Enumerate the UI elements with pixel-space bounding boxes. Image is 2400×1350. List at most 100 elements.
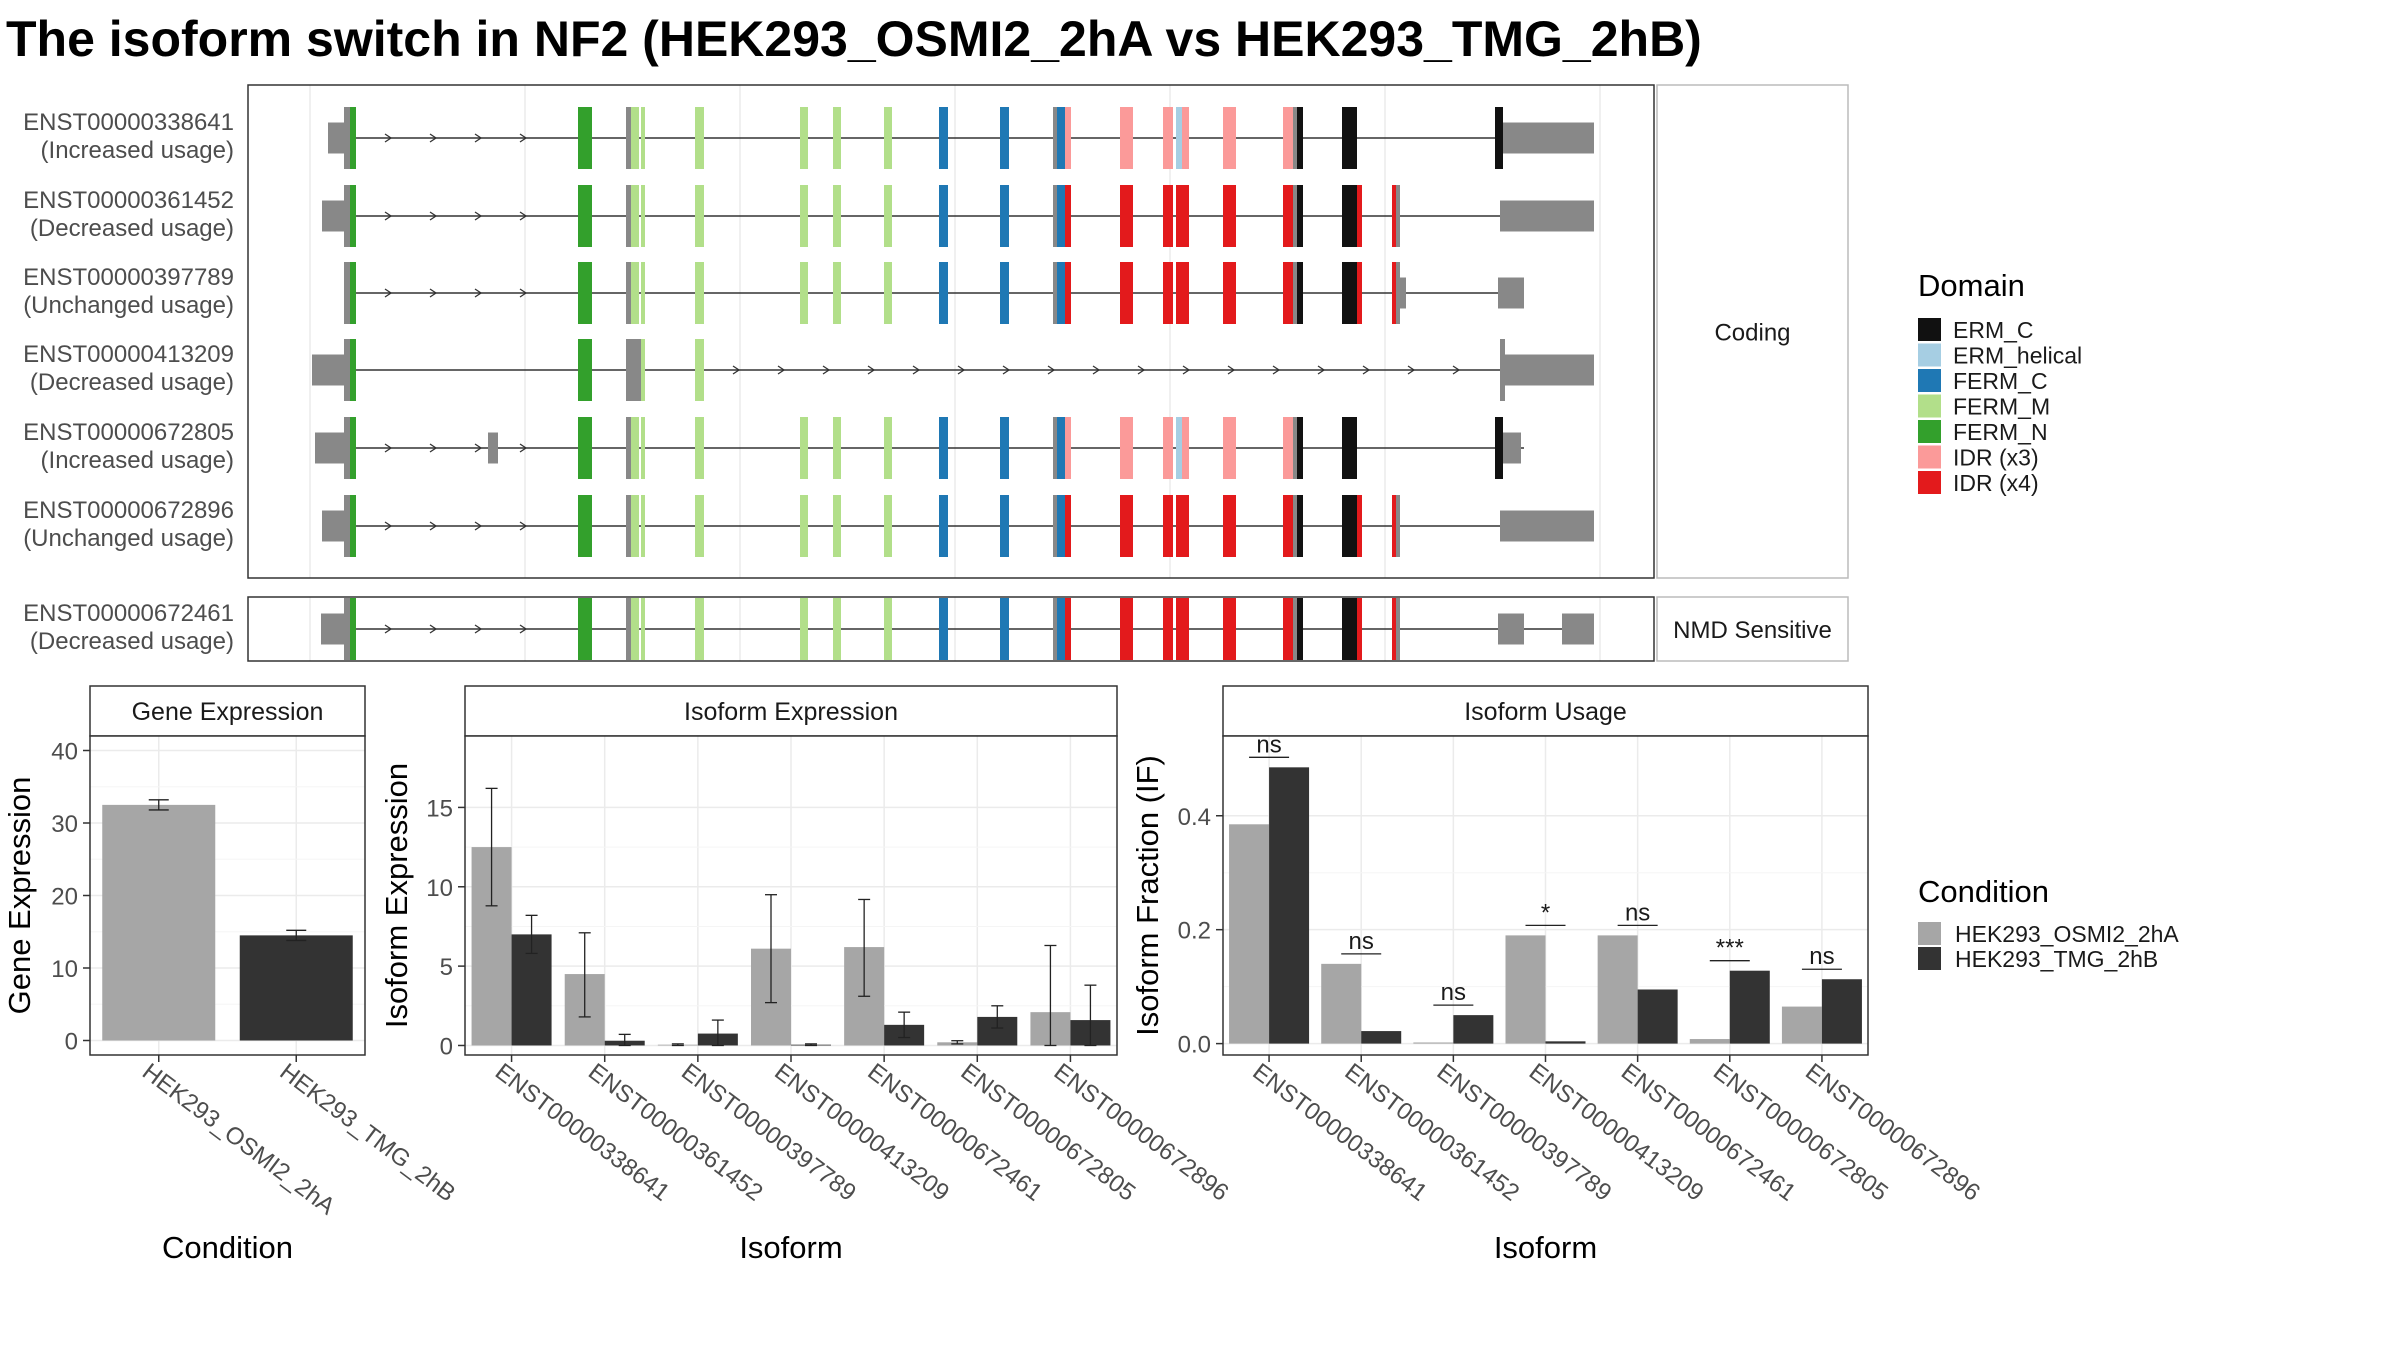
strand-arrow: [429, 624, 438, 634]
strand-arrow: [384, 443, 393, 453]
exon-block: [1120, 107, 1133, 169]
exon-block: [1182, 262, 1189, 324]
x-axis-title: Condition: [162, 1230, 293, 1265]
exon-block: [344, 417, 350, 479]
transcript-ENST00000672805: ENST00000672805(Increased usage): [23, 417, 1524, 479]
panel-border: [247, 84, 1655, 579]
exon-block: [833, 417, 841, 479]
exon-block: [1342, 417, 1357, 479]
facet-strip: [464, 685, 1118, 737]
strand-arrow: [429, 211, 438, 221]
strand-arrow: [867, 365, 876, 375]
exon-block: [1176, 262, 1182, 324]
bar: [1821, 979, 1862, 1044]
exon-block: [833, 185, 841, 247]
exon-block: [1163, 495, 1173, 557]
exon-block: [1357, 262, 1362, 324]
legend-label: FERM_M: [1953, 394, 2050, 420]
y-tick-label: 40: [51, 739, 78, 766]
exon-block: [800, 262, 808, 324]
legend-label: IDR (x3): [1953, 445, 2039, 471]
exon-block: [631, 495, 639, 557]
exon-block: [1000, 107, 1009, 169]
transcript-id-label: ENST00000361452: [23, 187, 234, 214]
exon-block: [695, 598, 704, 660]
significance-label: ns: [1441, 979, 1466, 1006]
transcript-ENST00000672896: ENST00000672896(Unchanged usage): [23, 495, 1594, 557]
exon-block: [1223, 262, 1236, 324]
plot-border: [89, 735, 366, 1056]
exon-block: [800, 495, 808, 557]
exon-block: [1057, 185, 1066, 247]
strand-arrow: [1452, 365, 1461, 375]
strand-arrow: [519, 288, 528, 298]
exon-block: [1283, 417, 1293, 479]
exon-block: [1057, 598, 1066, 660]
legend-label: FERM_N: [1953, 419, 2048, 445]
exon-block: [1065, 185, 1071, 247]
strand-arrow: [429, 443, 438, 453]
exon-block: [833, 598, 841, 660]
exon-block: [1503, 432, 1521, 464]
exon-block: [1065, 495, 1071, 557]
exon-block: [1223, 417, 1236, 479]
exon-block: [1396, 185, 1400, 247]
significance-label: ns: [1349, 928, 1374, 955]
exon-block: [578, 107, 592, 169]
exon-block: [884, 262, 892, 324]
exon-block: [1000, 417, 1009, 479]
exon-block: [1223, 495, 1236, 557]
exon-block: [322, 510, 344, 542]
legend-label: FERM_C: [1953, 368, 2048, 394]
exon-block: [578, 185, 592, 247]
gene-expression-chart: Gene Expression010203040HEK293_OSMI2_2hA…: [2, 685, 460, 1265]
exon-block: [328, 122, 344, 154]
exon-block: [641, 185, 645, 247]
exon-block: [1293, 107, 1297, 169]
strand-arrow: [1137, 365, 1146, 375]
exon-block: [631, 185, 639, 247]
transcript-usage-label: (Increased usage): [41, 447, 234, 474]
exon-block: [939, 107, 948, 169]
legend-label: IDR (x4): [1953, 470, 2039, 496]
exon-block: [578, 339, 592, 401]
x-tick-label: ENST00000413209: [769, 1058, 954, 1206]
exon-block: [1505, 354, 1594, 386]
exon-block: [1392, 598, 1396, 660]
exon-block: [578, 598, 592, 660]
strand-arrow: [1047, 365, 1056, 375]
strand-arrow: [384, 521, 393, 531]
x-tick-label: ENST00000361452: [583, 1058, 768, 1206]
exon-block: [1120, 598, 1133, 660]
y-tick-label: 10: [426, 875, 453, 902]
strand-arrow: [429, 288, 438, 298]
transcript-usage-label: (Unchanged usage): [23, 525, 234, 552]
exon-block: [833, 107, 841, 169]
strand-arrow: [384, 624, 393, 634]
exon-block: [1498, 277, 1524, 309]
domain-legend-title: Domain: [1918, 268, 2025, 303]
exon-block: [1495, 107, 1503, 169]
condition-legend-label: HEK293_OSMI2_2hA: [1955, 921, 2179, 947]
bar: [1545, 1041, 1586, 1044]
exon-block: [1283, 262, 1293, 324]
exon-block: [1283, 598, 1293, 660]
exon-block: [641, 417, 645, 479]
exon-block: [1396, 495, 1400, 557]
y-tick-label: 0: [440, 1033, 453, 1060]
exon-block: [1000, 262, 1009, 324]
transcript-usage-label: (Unchanged usage): [23, 292, 234, 319]
bar: [1689, 1039, 1730, 1044]
y-axis-title: Isoform Expression: [379, 763, 414, 1028]
exon-block: [641, 339, 645, 401]
strand-arrow: [1002, 365, 1011, 375]
exon-block: [1053, 417, 1057, 479]
exon-block: [939, 417, 948, 479]
exon-block: [1357, 598, 1362, 660]
plot-border: [1222, 735, 1869, 1056]
exon-block: [631, 598, 639, 660]
y-tick-label: 0.4: [1178, 804, 1211, 831]
exon-block: [939, 598, 948, 660]
transcript-ENST00000338641: ENST00000338641(Increased usage): [23, 107, 1594, 169]
